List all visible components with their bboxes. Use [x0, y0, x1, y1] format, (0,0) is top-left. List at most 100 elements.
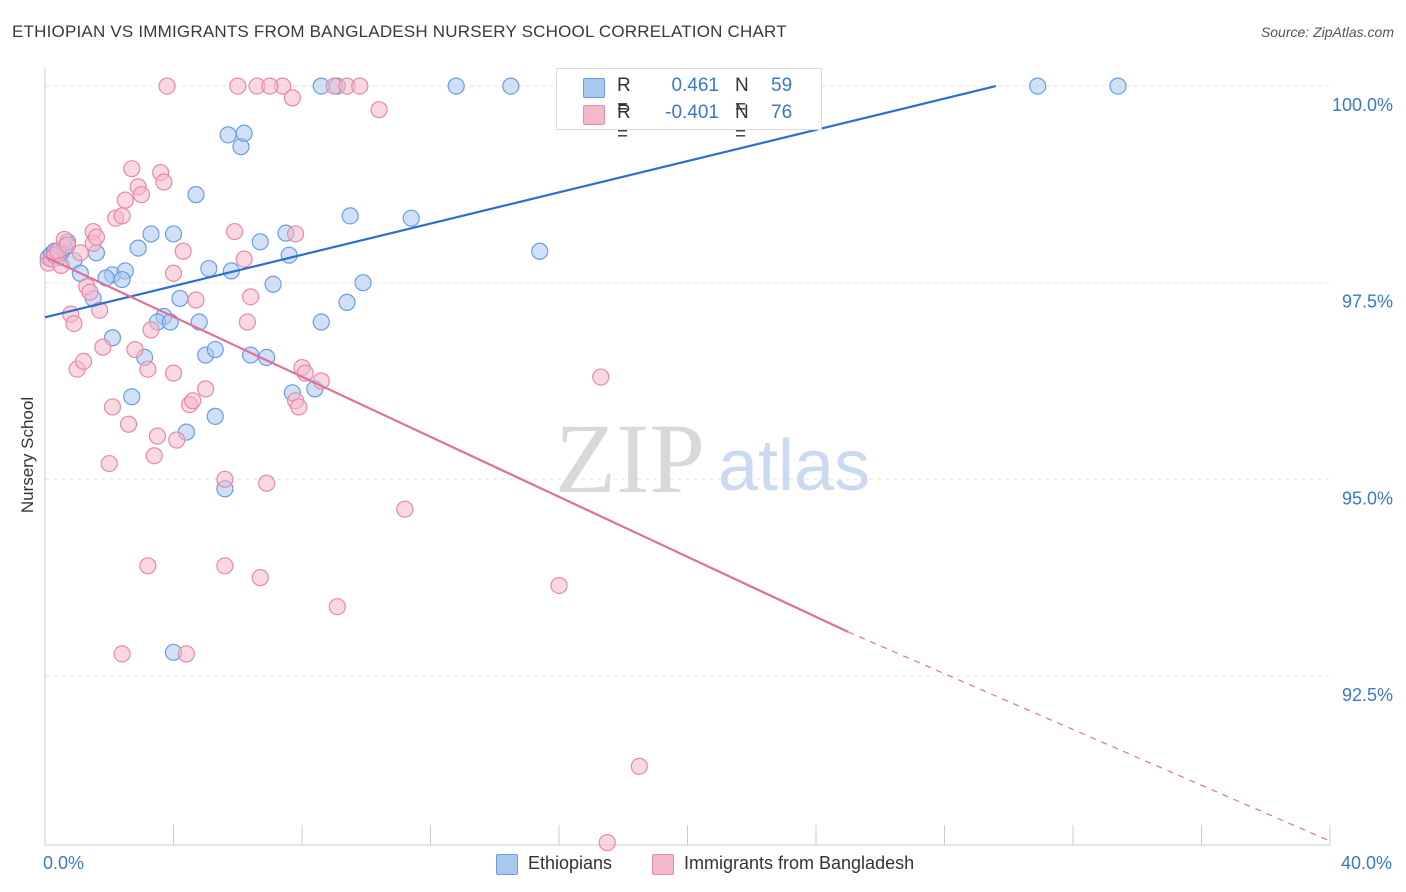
legend-swatch-blue [496, 854, 518, 875]
data-point-bangladesh [174, 242, 192, 260]
data-point-ethiopians [280, 246, 298, 264]
data-point-bangladesh [145, 447, 163, 465]
chart-title: ETHIOPIAN VS IMMIGRANTS FROM BANGLADESH … [12, 22, 787, 41]
watermark: ZIP atlas [555, 403, 870, 514]
data-point-bangladesh [283, 89, 301, 107]
data-point-bangladesh [123, 160, 141, 178]
data-point-bangladesh [91, 301, 109, 319]
data-point-ethiopians [251, 233, 269, 251]
data-point-bangladesh [132, 186, 150, 204]
data-point-bangladesh [158, 77, 176, 95]
data-point-ethiopians [502, 77, 520, 95]
legend-label: Ethiopians [528, 853, 613, 873]
r-value: -0.401 [665, 102, 719, 123]
tick-labels: 100.0% 97.5% 95.0% 92.5% 0.0% 40.0% [43, 95, 1393, 873]
data-point-bangladesh [216, 470, 234, 488]
data-point-bangladesh [261, 77, 279, 95]
data-point-bangladesh [139, 360, 157, 378]
data-point-ethiopians [187, 186, 205, 204]
r-value: 0.461 [671, 75, 719, 96]
data-point-bangladesh [142, 321, 160, 339]
data-point-ethiopians [123, 388, 141, 406]
data-point-bangladesh [225, 222, 244, 241]
x-tick-label: 0.0% [43, 853, 84, 873]
data-point-bangladesh [148, 427, 167, 445]
data-point-ethiopians [1029, 77, 1047, 95]
data-point-bangladesh [164, 364, 183, 382]
data-point-bangladesh [351, 77, 369, 95]
legend-swatch-pink [652, 854, 674, 875]
n-label: N = [735, 75, 749, 118]
data-point-ethiopians [206, 340, 224, 359]
data-point-ethiopians [312, 313, 330, 331]
legend-swatch-pink [583, 105, 605, 125]
data-point-bangladesh [598, 834, 616, 852]
r-label: R = [617, 75, 631, 118]
data-point-bangladesh [197, 380, 215, 398]
source-note: Source: ZipAtlas.com [1260, 24, 1394, 40]
data-point-ethiopians [164, 225, 183, 243]
trend-line-bangladesh-extension [847, 631, 1331, 842]
data-point-ethiopians [219, 126, 237, 144]
x-tick-label: 40.0% [1341, 853, 1392, 873]
n-label: N = [735, 102, 749, 145]
data-point-bangladesh [119, 415, 138, 433]
data-point-bangladesh [177, 645, 195, 663]
data-point-ethiopians [206, 407, 224, 425]
data-point-ethiopians [171, 289, 189, 308]
data-point-bangladesh [238, 313, 256, 331]
trend-line-bangladesh [44, 255, 849, 633]
legend-swatch-blue [583, 78, 605, 98]
data-point-bangladesh [328, 598, 346, 616]
data-point-ethiopians [129, 239, 147, 257]
data-point-bangladesh [139, 557, 157, 575]
data-point-bangladesh [58, 236, 77, 254]
trend-lines [44, 85, 1331, 842]
grid-lines [45, 85, 1330, 677]
data-point-bangladesh [184, 392, 202, 410]
data-point-ethiopians [354, 274, 372, 292]
data-point-ethiopians [200, 259, 218, 278]
trend-line-ethiopians [44, 85, 997, 319]
data-point-bangladesh [592, 368, 610, 386]
data-point-bangladesh [113, 207, 131, 225]
n-value: 76 [771, 102, 793, 123]
data-point-bangladesh [126, 340, 144, 359]
data-point-bangladesh [290, 398, 308, 416]
data-point-bangladesh [630, 757, 648, 775]
data-point-bangladesh [116, 191, 134, 209]
data-point-bangladesh [396, 500, 414, 518]
data-point-bangladesh [155, 173, 173, 191]
data-point-bangladesh [81, 283, 99, 301]
y-tick-label: 100.0% [1332, 95, 1393, 115]
data-point-ethiopians [113, 270, 131, 289]
series-legend: Ethiopians Immigrants from Bangladesh [0, 852, 1406, 878]
watermark-atlas: atlas [718, 426, 870, 506]
data-point-ethiopians [264, 275, 282, 293]
data-point-bangladesh [258, 474, 276, 492]
y-tick-label: 95.0% [1342, 488, 1393, 508]
data-point-bangladesh [187, 291, 205, 309]
data-point-bangladesh [216, 557, 234, 575]
data-point-bangladesh [235, 250, 253, 268]
data-point-bangladesh [286, 225, 305, 243]
r-label: R = [617, 102, 631, 145]
data-point-bangladesh [229, 77, 247, 95]
y-tick-label: 97.5% [1342, 292, 1393, 312]
data-point-bangladesh [370, 101, 388, 119]
data-point-bangladesh [65, 314, 83, 333]
axes [44, 68, 1331, 846]
data-point-ethiopians [341, 207, 359, 225]
data-point-bangladesh [71, 244, 89, 262]
data-point-ethiopians [447, 77, 465, 95]
legend-label: Immigrants from Bangladesh [684, 853, 915, 873]
n-value: 59 [771, 75, 793, 96]
series-bangladesh [39, 77, 648, 852]
data-point-bangladesh [103, 398, 122, 416]
data-point-bangladesh [164, 264, 183, 282]
data-point-ethiopians [1109, 77, 1127, 95]
data-point-bangladesh [251, 569, 269, 587]
y-tick-label: 92.5% [1342, 685, 1393, 705]
data-point-bangladesh [100, 454, 118, 473]
